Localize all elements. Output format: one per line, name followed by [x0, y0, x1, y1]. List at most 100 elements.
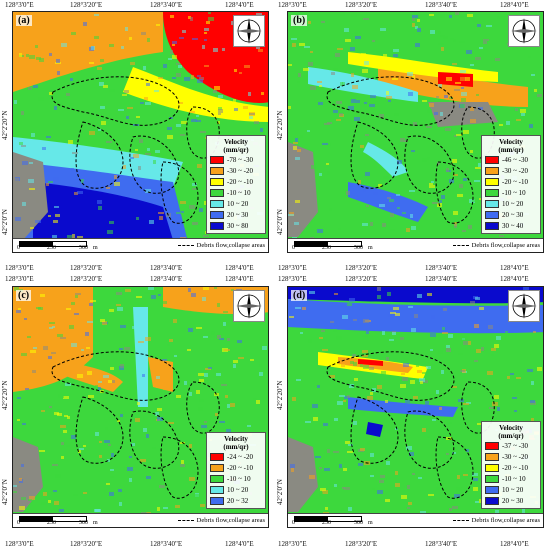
pixel-speckle: [223, 311, 228, 313]
pixel-speckle: [383, 176, 389, 179]
pixel-speckle: [227, 404, 230, 408]
tick-lat-1: 42°2'20"N: [276, 110, 284, 140]
pixel-speckle: [103, 85, 108, 88]
pixel-speckle: [122, 144, 126, 147]
pixel-speckle: [61, 43, 67, 47]
pixel-speckle: [479, 307, 484, 310]
pixel-speckle: [354, 32, 358, 36]
pixel-speckle: [468, 341, 471, 345]
pixel-speckle: [491, 348, 496, 351]
pixel-speckle: [512, 46, 518, 50]
pixel-speckle: [237, 340, 242, 343]
legend-swatch: [485, 177, 499, 186]
legend-title: Velocity: [224, 138, 248, 146]
pixel-speckle: [503, 16, 507, 20]
pixel-speckle: [382, 331, 385, 335]
pixel-speckle: [502, 308, 505, 312]
pixel-speckle: [407, 485, 410, 489]
pixel-speckle: [35, 220, 41, 223]
scale-unit-label: m: [368, 520, 373, 526]
pixel-speckle: [259, 364, 262, 367]
pixel-speckle: [156, 24, 160, 26]
legend-row: -46 ~ -30: [485, 154, 537, 165]
pixel-speckle: [397, 160, 402, 164]
pixel-speckle: [452, 506, 458, 509]
pixel-speckle: [136, 116, 140, 118]
pixel-speckle: [189, 111, 195, 113]
pixel-speckle: [170, 15, 174, 18]
pixel-speckle: [126, 116, 129, 119]
pixel-speckle: [39, 450, 45, 452]
pixel-speckle: [369, 367, 374, 370]
pixel-speckle: [158, 294, 161, 296]
tick-lon-1: 128°3'0"E: [5, 1, 34, 9]
velocity-zone: [148, 357, 173, 392]
pixel-speckle: [515, 108, 518, 111]
pixel-speckle: [303, 453, 307, 455]
pixel-speckle: [403, 363, 409, 367]
velocity-map: [288, 287, 543, 527]
pixel-speckle: [135, 149, 138, 151]
pixel-speckle: [57, 409, 60, 411]
pixel-speckle: [382, 223, 386, 227]
pixel-speckle: [373, 192, 378, 195]
pixel-speckle: [217, 335, 221, 339]
pixel-speckle: [407, 72, 413, 76]
pixel-speckle: [340, 82, 343, 86]
pixel-speckle: [68, 140, 73, 144]
pixel-speckle: [163, 64, 167, 68]
legend-swatch: [485, 155, 499, 164]
pixel-speckle: [244, 65, 250, 68]
pixel-speckle: [366, 330, 369, 334]
pixel-speckle: [178, 65, 182, 68]
pixel-speckle: [386, 357, 389, 361]
compass-icon: [508, 290, 540, 322]
compass-rose-icon: [236, 18, 262, 44]
pixel-speckle: [109, 221, 114, 224]
pixel-speckle: [130, 157, 134, 159]
pixel-speckle: [197, 79, 203, 83]
tick-lon-3: 128°3'40"E: [150, 264, 183, 272]
pixel-speckle: [49, 322, 55, 324]
pixel-speckle: [248, 92, 251, 96]
pixel-speckle: [180, 134, 185, 136]
pixel-speckle: [18, 308, 21, 310]
pixel-speckle: [71, 32, 76, 35]
pixel-speckle: [133, 154, 139, 158]
pixel-speckle: [204, 39, 207, 41]
debris-flow-outline: [461, 381, 495, 434]
pixel-speckle: [97, 67, 102, 70]
pixel-speckle: [379, 480, 384, 483]
tick-lon-2: 128°3'20"E: [70, 275, 103, 283]
pixel-speckle: [411, 328, 416, 332]
pixel-speckle: [61, 442, 64, 445]
pixel-speckle: [22, 423, 26, 425]
pixel-speckle: [400, 337, 404, 340]
pixel-speckle: [182, 30, 186, 33]
pixel-speckle: [456, 487, 462, 491]
pixel-speckle: [192, 222, 198, 225]
pixel-speckle: [21, 464, 24, 467]
pixel-speckle: [223, 322, 226, 326]
pixel-speckle: [466, 449, 469, 452]
pixel-speckle: [253, 398, 257, 400]
pixel-speckle: [360, 364, 363, 367]
pixel-speckle: [410, 380, 415, 384]
pixel-speckle: [413, 122, 417, 126]
pixel-speckle: [463, 178, 467, 181]
pixel-speckle: [396, 194, 400, 196]
pixel-speckle: [230, 403, 235, 407]
pixel-speckle: [172, 55, 177, 59]
legend-range-label: -20 ~ -10: [502, 463, 528, 472]
tick-lon-1: 128°3'0"E: [5, 264, 34, 272]
velocity-zone: [133, 307, 148, 407]
pixel-speckle: [483, 39, 489, 41]
scale-500-label: 500: [79, 245, 88, 251]
pixel-speckle: [470, 64, 474, 66]
legend-range-label: -37 ~ -30: [502, 441, 528, 450]
pixel-speckle: [13, 485, 17, 487]
pixel-speckle: [510, 373, 514, 375]
pixel-speckle: [302, 307, 306, 310]
pixel-speckle: [446, 453, 449, 455]
debris-flow-outline: [350, 396, 399, 464]
